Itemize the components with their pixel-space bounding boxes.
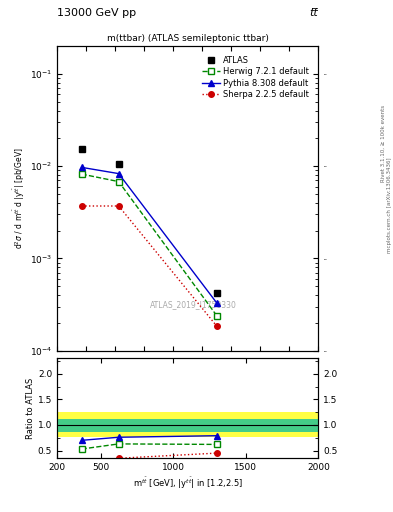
Text: Rivet 3.1.10, ≥ 100k events: Rivet 3.1.10, ≥ 100k events [381, 105, 386, 182]
Text: tt̅: tt̅ [310, 8, 318, 18]
Sherpa 2.2.5 default [116, 203, 121, 209]
Line: Sherpa 2.2.5 default: Sherpa 2.2.5 default [79, 203, 219, 329]
ATLAS [116, 161, 121, 167]
Sherpa 2.2.5 default [79, 203, 84, 209]
Pythia 8.308 default [116, 170, 121, 177]
Text: 13000 GeV pp: 13000 GeV pp [57, 8, 136, 18]
Y-axis label: d$^2\sigma$ / d m$^{t\bar{t}}$ d |y$^{t\bar{t}}$| [pb/GeV]: d$^2\sigma$ / d m$^{t\bar{t}}$ d |y$^{t\… [11, 147, 27, 249]
Sherpa 2.2.5 default [214, 323, 219, 329]
Text: m(ttbar) (ATLAS semileptonic ttbar): m(ttbar) (ATLAS semileptonic ttbar) [107, 34, 268, 43]
Text: mcplots.cern.ch [arXiv:1306.3436]: mcplots.cern.ch [arXiv:1306.3436] [387, 157, 392, 252]
Line: Pythia 8.308 default: Pythia 8.308 default [79, 164, 220, 306]
Legend: ATLAS, Herwig 7.2.1 default, Pythia 8.308 default, Sherpa 2.2.5 default: ATLAS, Herwig 7.2.1 default, Pythia 8.30… [199, 53, 312, 102]
X-axis label: m$^{t\bar{t}}$ [GeV], |y$^{t\bar{t}}$| in [1.2,2.5]: m$^{t\bar{t}}$ [GeV], |y$^{t\bar{t}}$| i… [132, 475, 243, 490]
Y-axis label: Ratio to ATLAS: Ratio to ATLAS [26, 378, 35, 439]
Line: Herwig 7.2.1 default: Herwig 7.2.1 default [79, 172, 219, 318]
Line: ATLAS: ATLAS [79, 145, 220, 296]
Herwig 7.2.1 default [116, 179, 121, 185]
Pythia 8.308 default [79, 164, 84, 170]
Text: ATLAS_2019_I1750330: ATLAS_2019_I1750330 [149, 301, 236, 310]
Herwig 7.2.1 default [79, 171, 84, 177]
Herwig 7.2.1 default [214, 312, 219, 318]
ATLAS [79, 145, 84, 152]
ATLAS [214, 290, 219, 296]
Pythia 8.308 default [214, 300, 219, 306]
